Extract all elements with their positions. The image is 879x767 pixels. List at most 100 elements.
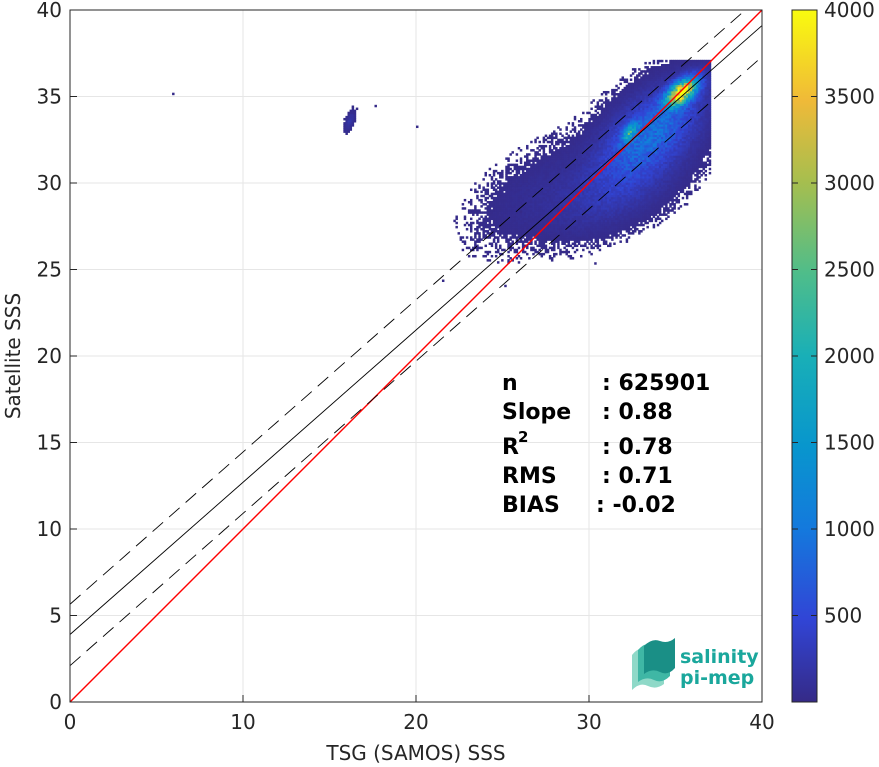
density-cell: [557, 167, 560, 171]
density-cell: [586, 186, 589, 189]
density-cell: [629, 232, 633, 235]
density-cell: [559, 182, 562, 185]
density-cell: [542, 198, 546, 202]
density-cell: [656, 205, 660, 208]
density-cell: [546, 250, 550, 254]
density-cell: [596, 107, 600, 111]
density-cell: [598, 176, 602, 179]
density-cell: [652, 103, 656, 106]
density-cell: [542, 192, 546, 196]
density-cell: [642, 132, 645, 135]
density-cell: [536, 186, 539, 189]
density-cell: [640, 186, 643, 189]
density-cell: [619, 122, 622, 125]
density-cell: [563, 153, 566, 156]
density-cell: [530, 205, 533, 208]
density-cell: [609, 215, 612, 218]
density-cell: [623, 111, 627, 115]
density-cell: [654, 115, 658, 119]
density-cell: [621, 174, 624, 177]
density-cell: [526, 232, 529, 235]
density-cell: [625, 78, 629, 81]
density-cell: [617, 213, 620, 216]
density-cell: [588, 144, 591, 148]
density-cell: [546, 211, 550, 214]
density-cell: [530, 225, 533, 229]
density-cell: [621, 97, 624, 100]
density-cell: [565, 138, 568, 142]
density-cell: [621, 142, 624, 146]
density-cell: [494, 196, 498, 200]
density-cell: [472, 254, 475, 258]
density-cell: [625, 101, 629, 104]
density-cell: [565, 240, 568, 243]
density-cell: [621, 88, 624, 92]
density-cell: [548, 136, 552, 140]
density-cell: [656, 180, 660, 183]
density-cell: [625, 149, 629, 152]
density-cell: [550, 159, 554, 162]
density-cell: [561, 138, 564, 142]
density-cell: [638, 93, 641, 96]
density-cell: [596, 140, 600, 144]
density-cell: [517, 198, 521, 202]
density-cell: [573, 196, 577, 200]
density-cell: [501, 227, 504, 231]
density-cell: [584, 153, 587, 156]
density-cell: [532, 213, 535, 216]
density-cell: [548, 171, 552, 175]
density-cell: [486, 219, 490, 223]
density-cell: [528, 207, 531, 210]
density-cell: [505, 219, 508, 223]
density-cell: [611, 227, 614, 231]
density-cell: [548, 223, 552, 227]
density-cell: [646, 200, 649, 204]
density-cell: [588, 111, 591, 115]
density-cell: [656, 159, 660, 162]
density-cell: [561, 192, 564, 196]
density-cell: [494, 246, 498, 250]
density-cell: [567, 122, 571, 125]
density-cell: [600, 178, 604, 181]
density-cell: [586, 153, 589, 156]
density-cell: [517, 176, 521, 179]
density-cell: [548, 194, 552, 198]
density-cell: [546, 161, 550, 165]
density-cell: [652, 95, 656, 98]
density-cell: [469, 223, 473, 227]
density-cell: [550, 246, 554, 250]
density-cell: [600, 157, 604, 160]
density-cell: [609, 101, 612, 104]
density-cell: [596, 219, 600, 223]
density-cell: [505, 209, 508, 212]
density-cell: [636, 90, 639, 94]
density-cell: [351, 107, 355, 111]
density-cell: [600, 153, 604, 156]
density-cell: [540, 200, 544, 204]
density-cell: [604, 147, 608, 150]
density-cell: [656, 70, 660, 73]
density-cell: [606, 205, 610, 208]
density-cell: [619, 155, 622, 158]
density-cell: [565, 136, 568, 140]
density-cell: [517, 215, 521, 218]
density-cell: [496, 225, 500, 229]
density-cell: [345, 128, 348, 131]
density-cell: [557, 142, 560, 146]
density-cell: [606, 192, 610, 196]
density-cell: [577, 163, 581, 167]
density-cell: [494, 211, 498, 214]
density-cell: [501, 176, 504, 179]
density-cell: [584, 140, 587, 144]
density-cell: [623, 198, 627, 202]
density-cell: [586, 192, 589, 196]
density-cell: [553, 171, 556, 175]
density-cell: [602, 101, 606, 104]
density-cell: [613, 188, 616, 192]
density-cell: [573, 221, 577, 225]
density-cell: [631, 194, 635, 198]
density-cell: [650, 80, 654, 84]
density-cell: [480, 200, 483, 204]
density-cell: [507, 194, 510, 198]
density-cell: [642, 78, 645, 81]
